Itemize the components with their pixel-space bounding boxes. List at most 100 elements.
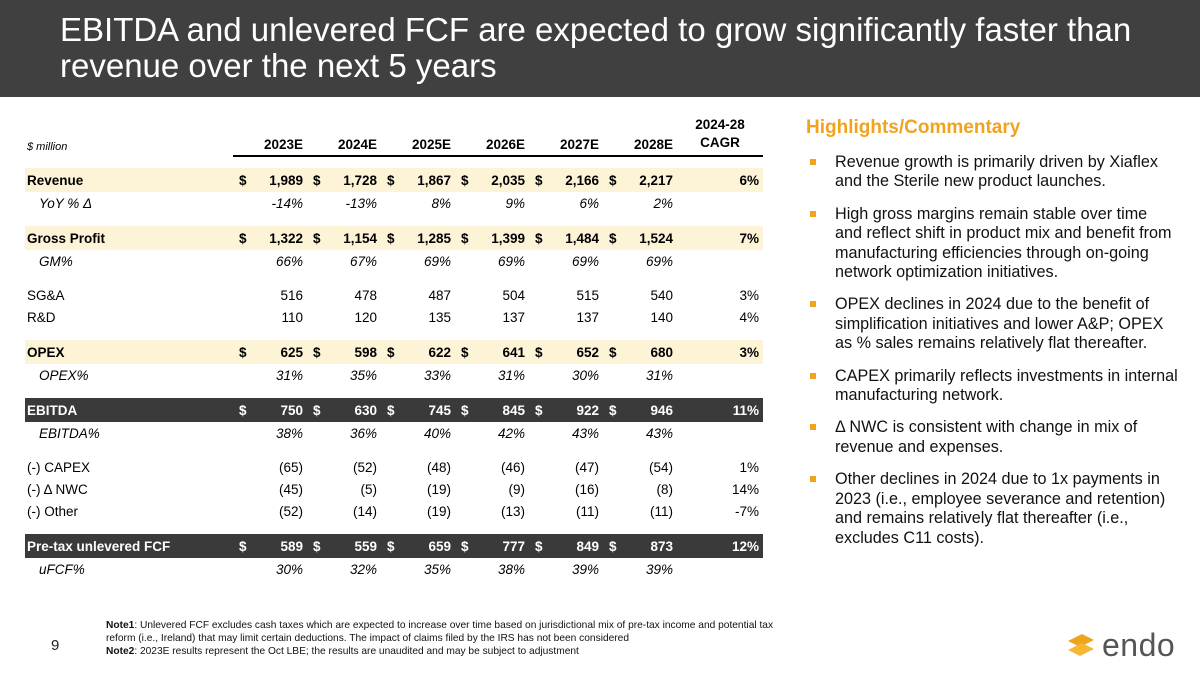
currency-cell xyxy=(233,250,253,272)
value-cell: 630 xyxy=(327,398,381,422)
value-cell: (52) xyxy=(278,503,303,519)
cagr-header-line1: 2024-28 xyxy=(695,117,745,132)
value-cell: 2% xyxy=(653,195,673,211)
spacer-cell xyxy=(25,214,763,226)
year-header: 2027E xyxy=(529,112,603,157)
cagr-cell: 12% xyxy=(677,534,763,558)
year-header: 2028E xyxy=(603,112,677,157)
note-2: Note2: 2023E results represent the Oct L… xyxy=(106,645,579,657)
currency-cell xyxy=(233,422,253,444)
value-cell: (65) xyxy=(278,459,303,475)
table-row-revenue: Revenue $1,989 $1,728 $1,867 $2,035 $2,166 $2,… xyxy=(25,168,763,192)
value-cell: 659 xyxy=(401,534,455,558)
value-cell: 1,867 xyxy=(401,168,455,192)
currency-symbol: $ xyxy=(603,398,623,422)
value-cell: 559 xyxy=(327,534,381,558)
table-row-yoy: YoY % Δ -14% -13% 8% 9% 6% 2% xyxy=(25,192,763,214)
value-cell: 137 xyxy=(576,309,599,325)
square-bullet-icon xyxy=(810,301,816,308)
value-cell: 849 xyxy=(549,534,603,558)
value-cell: 540 xyxy=(650,287,673,303)
value-cell: 1,285 xyxy=(401,226,455,250)
value-cell: 39% xyxy=(645,561,673,577)
spacer-row xyxy=(25,444,763,456)
currency-cell xyxy=(603,500,623,522)
currency-cell xyxy=(455,306,475,328)
currency-cell xyxy=(455,500,475,522)
value-cell: 66% xyxy=(275,253,303,269)
value-cell: 32% xyxy=(349,561,377,577)
row-label: OPEX% xyxy=(39,367,89,383)
currency-cell xyxy=(455,250,475,272)
table-row-ebitda: EBITDA $750 $630 $745 $845 $922 $946 11% xyxy=(25,398,763,422)
spacer-row xyxy=(25,214,763,226)
value-cell: (16) xyxy=(574,481,599,497)
currency-symbol: $ xyxy=(307,168,327,192)
currency-cell xyxy=(381,306,401,328)
currency-symbol: $ xyxy=(381,168,401,192)
cagr-cell: 6% xyxy=(677,168,763,192)
currency-cell xyxy=(455,364,475,386)
currency-symbol: $ xyxy=(233,340,253,364)
cagr-cell xyxy=(677,364,763,386)
currency-cell xyxy=(233,500,253,522)
list-item: High gross margins remain stable over ti… xyxy=(806,205,1178,283)
table-row-opex-pct: OPEX% 31% 35% 33% 31% 30% 31% xyxy=(25,364,763,386)
currency-symbol: $ xyxy=(529,340,549,364)
currency-cell xyxy=(529,306,549,328)
value-cell: 1,322 xyxy=(253,226,307,250)
currency-cell xyxy=(381,422,401,444)
table-row-other: (-) Other (52) (14) (19) (13) (11) (11) -7% xyxy=(25,500,763,522)
currency-symbol: $ xyxy=(529,226,549,250)
value-cell: (54) xyxy=(648,459,673,475)
value-cell: 750 xyxy=(253,398,307,422)
currency-symbol: $ xyxy=(307,340,327,364)
currency-symbol: $ xyxy=(455,398,475,422)
units-label: $ million xyxy=(27,141,68,153)
cagr-cell: 3% xyxy=(739,287,759,303)
value-cell: 487 xyxy=(428,287,451,303)
square-bullet-icon xyxy=(810,424,816,431)
currency-cell xyxy=(381,284,401,306)
cagr-cell: 1% xyxy=(739,459,759,475)
currency-cell xyxy=(455,192,475,214)
currency-cell xyxy=(603,284,623,306)
value-cell: 9% xyxy=(505,195,525,211)
value-cell: -14% xyxy=(271,195,303,211)
cagr-cell: -7% xyxy=(734,503,759,519)
currency-symbol: $ xyxy=(529,534,549,558)
table-row-capex: (-) CAPEX (65) (52) (48) (46) (47) (54) 1% xyxy=(25,456,763,478)
row-label: Revenue xyxy=(25,168,233,192)
row-label: Pre-tax unlevered FCF xyxy=(25,534,233,558)
currency-symbol: $ xyxy=(603,534,623,558)
year-header: 2024E xyxy=(307,112,381,157)
currency-cell xyxy=(381,250,401,272)
currency-symbol: $ xyxy=(307,534,327,558)
value-cell: 8% xyxy=(431,195,451,211)
currency-cell xyxy=(307,192,327,214)
currency-symbol: $ xyxy=(603,226,623,250)
spacer-cell xyxy=(25,272,763,284)
value-cell: 515 xyxy=(576,287,599,303)
currency-symbol: $ xyxy=(455,226,475,250)
table-header-row: $ million 2023E 2024E 2025E 2026E 2027E 2028E 2… xyxy=(25,112,763,157)
value-cell: (19) xyxy=(426,481,451,497)
row-label: Gross Profit xyxy=(25,226,233,250)
currency-cell xyxy=(529,250,549,272)
page-title: EBITDA and unlevered FCF are expected to… xyxy=(60,11,1132,84)
square-bullet-icon xyxy=(810,159,816,165)
currency-symbol: $ xyxy=(455,340,475,364)
cagr-cell: 4% xyxy=(739,309,759,325)
spacer-row xyxy=(25,272,763,284)
currency-cell xyxy=(455,456,475,478)
title-bar: EBITDA and unlevered FCF are expected to… xyxy=(0,0,1200,97)
square-bullet-icon xyxy=(810,372,816,379)
value-cell: 135 xyxy=(428,309,451,325)
value-cell: 680 xyxy=(623,340,677,364)
currency-cell xyxy=(529,422,549,444)
logo-wordmark: endo xyxy=(1102,627,1176,663)
year-header: 2025E xyxy=(381,112,455,157)
highlights-list: Revenue growth is primarily driven by Xi… xyxy=(806,153,1178,548)
spacer-row xyxy=(25,156,763,168)
spacer-row xyxy=(25,386,763,398)
